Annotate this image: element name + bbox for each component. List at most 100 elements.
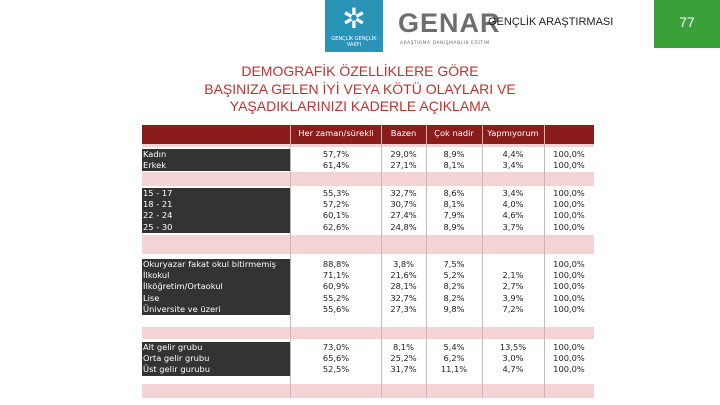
row-label: Erkek [143, 160, 167, 171]
table-cell: 100,0% [553, 210, 585, 221]
table-cell: 100,0% [553, 281, 585, 292]
col-header-always: Her zaman/sürekli [298, 128, 374, 138]
row-label: 18 - 21 [143, 199, 173, 210]
group-education-col-sometimes: 3,8% 21,6% 28,1% 32,7% 27,3% [381, 259, 426, 315]
row-label: İlköğretim/Ortaokul [143, 281, 223, 292]
genar-logo: GENAR [398, 8, 501, 38]
table-cell: 7,2% [502, 303, 524, 314]
table-cell: 55,3% [322, 188, 350, 198]
group-age-col-sometimes: 32,7% 30,7% 27,4% 24,8% [381, 188, 426, 233]
table-cell: 2,1% [502, 270, 524, 281]
table-cell: 100,0% [553, 292, 585, 303]
genclik-vakfi-logo: ✲ GENÇLİK GENÇLİK VAKFI [325, 0, 383, 52]
group-gender-col-sometimes: 29,0% 27,1% [381, 149, 426, 171]
table-cell: 31,7% [390, 364, 417, 375]
table-cell: 4,7% [502, 364, 524, 375]
row-label: Üst gelir gurubu [143, 364, 211, 375]
table-cell [482, 259, 544, 270]
column-divider [544, 125, 545, 398]
table-cell: 57,7% [322, 149, 350, 159]
table-cell: 62,6% [322, 221, 350, 232]
table-cell: 8,9% [443, 221, 465, 232]
row-label: Okuryazar fakat okul bitirmemiş [143, 259, 276, 269]
group-gender-col-rarely: 8,9% 8,1% [426, 149, 482, 171]
group-income-col-total: 100,0% 100,0% 100,0% [544, 342, 594, 376]
table-cell: 4,0% [502, 199, 524, 210]
group-gender-labels: Kadın Erkek [142, 149, 290, 172]
genar-tagline: ARAŞTIRMA DANIŞMANLIK EĞİTİM [400, 41, 490, 46]
column-divider [482, 125, 483, 398]
logo-text: GENÇLİK GENÇLİK VAKFI [331, 36, 377, 48]
row-label: İlkokul [143, 270, 170, 281]
title-line-3: YAŞADIKLARINIZI KADERLE AÇIKLAMA [229, 98, 491, 114]
table-cell: 57,2% [322, 199, 350, 210]
row-label: Lise [143, 292, 160, 303]
row-label: Üniversite ve üzeri [143, 303, 221, 314]
group-education-col-total: 100,0% 100,0% 100,0% 100,0% 100,0% [544, 259, 594, 315]
table-cell: 5,4% [443, 342, 465, 352]
table-cell: 5,2% [443, 270, 465, 281]
table-cell: 88,8% [322, 259, 350, 269]
table-cell: 27,3% [390, 303, 417, 314]
table-cell: 29,0% [390, 149, 417, 159]
group-education-labels: Okuryazar fakat okul bitirmemiş İlkokul … [142, 259, 290, 315]
title-line-2: BAŞINIZA GELEN İYİ VEYA KÖTÜ OLAYLARI VE [204, 80, 516, 97]
table-cell: 8,6% [443, 188, 465, 198]
group-gender-col-always: 57,7% 61,4% [291, 149, 381, 171]
table-cell: 9,8% [443, 303, 465, 314]
table-cell: 4,6% [502, 210, 524, 221]
data-table: Her zaman/sürekli Bazen Çok nadir Yapmıy… [142, 125, 594, 398]
group-age-labels: 15 - 17 18 - 21 22 - 24 25 - 30 [142, 188, 290, 233]
table-header-row [142, 125, 594, 144]
table-cell: 100,0% [553, 342, 585, 352]
table-cell: 25,2% [390, 353, 417, 364]
row-label: 22 - 24 [143, 210, 173, 221]
table-cell: 6,2% [443, 353, 465, 364]
group-income-labels: Alt gelir grubu Orta gelir grubu Üst gel… [142, 342, 290, 376]
table-cell: 13,5% [499, 342, 527, 352]
table-cell: 27,1% [390, 160, 417, 171]
table-cell: 100,0% [553, 188, 585, 198]
row-label: Kadın [143, 149, 167, 159]
table-cell: 8,1% [392, 342, 415, 352]
group-age-col-total: 100,0% 100,0% 100,0% 100,0% [544, 188, 594, 233]
table-cell: 100,0% [553, 199, 585, 210]
table-cell: 71,1% [322, 270, 350, 281]
table-cell: 61,4% [322, 160, 350, 171]
table-cell: 3,9% [502, 292, 524, 303]
group-age-col-rarely: 8,6% 8,1% 7,9% 8,9% [426, 188, 482, 233]
group-gender-col-total: 100,0% 100,0% [544, 149, 594, 171]
table-cell: 8,1% [443, 160, 465, 171]
column-divider [426, 125, 427, 398]
table-cell: 100,0% [553, 270, 585, 281]
table-cell: 3,0% [502, 353, 524, 364]
table-cell: 7,5% [443, 259, 465, 269]
table-cell: 60,1% [322, 210, 350, 221]
table-cell: 100,0% [553, 259, 585, 269]
page-number: 77 [679, 14, 695, 30]
table-cell: 55,6% [322, 303, 350, 314]
group-income-col-rarely: 5,4% 6,2% 11,1% [426, 342, 482, 376]
column-divider [381, 125, 382, 398]
table-cell: 8,9% [443, 149, 465, 159]
group-age-col-never: 3,4% 4,0% 4,6% 3,7% [482, 188, 544, 233]
table-cell: 21,6% [390, 270, 417, 281]
table-cell: 11,1% [440, 364, 468, 375]
table-cell: 8,2% [443, 292, 465, 303]
col-header-never: Yapmıyorum [487, 128, 539, 138]
table-cell: 28,1% [390, 281, 417, 292]
table-cell: 73,0% [322, 342, 350, 352]
table-cell: 100,0% [553, 303, 585, 314]
section-title: GENÇLİK ARAŞTIRMASI [488, 16, 614, 28]
group-income-col-sometimes: 8,1% 25,2% 31,7% [381, 342, 426, 376]
table-cell: 24,8% [390, 221, 417, 232]
group-age-col-always: 55,3% 57,2% 60,1% 62,6% [291, 188, 381, 233]
table-cell: 100,0% [553, 149, 585, 159]
title-line-1: DEMOGRAFİK ÖZELLİKLERE GÖRE [241, 63, 479, 79]
row-label: 15 - 17 [143, 188, 173, 198]
page-number-box: 77 [654, 0, 720, 48]
table-cell: 4,4% [502, 149, 524, 159]
group-income-col-always: 73,0% 65,6% 52,5% [291, 342, 381, 376]
table-cell: 100,0% [553, 160, 585, 171]
table-cell: 8,1% [443, 199, 465, 210]
